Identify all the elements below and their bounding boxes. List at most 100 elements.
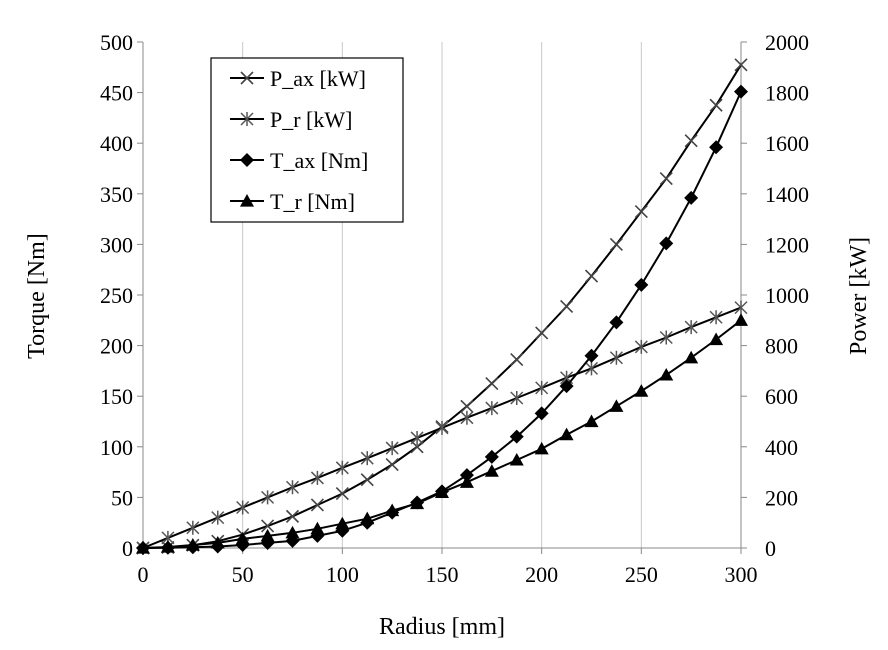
y-right-tick-label: 200 xyxy=(765,485,798,510)
data-point xyxy=(360,511,375,525)
data-point xyxy=(609,315,624,330)
legend-label: P_ax [kW] xyxy=(270,66,366,91)
data-point xyxy=(659,236,674,251)
data-point xyxy=(510,352,524,367)
y-right-tick-label: 1800 xyxy=(765,81,809,106)
data-point xyxy=(709,98,723,112)
data-point xyxy=(535,326,549,340)
x-tick-label: 0 xyxy=(138,562,149,587)
data-point xyxy=(360,473,374,487)
data-point xyxy=(310,521,325,535)
data-point xyxy=(609,399,624,412)
data-point xyxy=(136,541,150,554)
data-point xyxy=(734,300,748,315)
data-point xyxy=(285,509,300,523)
data-point xyxy=(261,519,275,533)
data-point xyxy=(634,204,648,219)
y-left-tick-label: 0 xyxy=(122,536,133,561)
data-point xyxy=(210,535,225,549)
data-point xyxy=(310,498,324,512)
y-left-tick-label: 100 xyxy=(100,435,133,460)
data-point xyxy=(410,496,425,510)
data-point xyxy=(734,58,748,72)
data-point xyxy=(460,399,474,413)
y-left-tick-label: 450 xyxy=(100,81,133,106)
y-left-tick-label: 50 xyxy=(111,485,133,510)
data-point xyxy=(360,451,374,466)
y-left-tick-label: 150 xyxy=(100,384,133,409)
x-tick-label: 300 xyxy=(725,562,758,587)
data-point xyxy=(634,384,649,397)
data-point xyxy=(185,537,200,551)
data-point xyxy=(534,406,549,421)
data-point xyxy=(385,441,399,456)
data-point xyxy=(584,348,599,363)
data-point xyxy=(584,269,599,283)
data-point xyxy=(584,361,599,376)
data-point xyxy=(709,332,724,346)
legend-entry: P_r [kW] xyxy=(230,107,352,132)
data-point xyxy=(559,427,574,441)
y-right-tick-label: 1400 xyxy=(765,182,809,207)
data-point xyxy=(485,401,499,416)
data-point xyxy=(236,500,250,515)
data-point xyxy=(260,528,275,542)
legend-entry: T_r [Nm] xyxy=(230,189,355,214)
data-point xyxy=(485,376,499,391)
data-point xyxy=(659,330,673,345)
legend: P_ax [kW] P_r [kW] T_ax [Nm] T_r [Nm] xyxy=(210,57,404,223)
y-left-tick-label: 350 xyxy=(100,182,133,207)
legend-label: T_ax [Nm] xyxy=(270,148,368,173)
y-right-tick-label: 2000 xyxy=(765,30,809,55)
y-right-tick-label: 1600 xyxy=(765,131,809,156)
data-point xyxy=(609,237,623,251)
legend-entry: P_ax [kW] xyxy=(230,66,366,91)
series-asterisk xyxy=(136,300,748,555)
data-point xyxy=(385,457,399,472)
y-right-tick-label: 800 xyxy=(765,334,798,359)
y-left-tick-label: 250 xyxy=(100,283,133,308)
legend-marker xyxy=(240,71,254,85)
data-point xyxy=(659,367,674,381)
data-point xyxy=(335,460,349,475)
data-point xyxy=(435,485,449,498)
data-point xyxy=(509,429,524,444)
legend-label: P_r [kW] xyxy=(270,107,352,132)
data-point xyxy=(335,487,349,501)
legend-marker xyxy=(240,194,254,207)
data-point xyxy=(285,525,300,539)
data-point xyxy=(560,299,574,313)
data-point xyxy=(559,379,574,394)
data-point xyxy=(684,190,699,205)
data-point xyxy=(484,449,499,464)
series-layer xyxy=(136,58,748,555)
y-axis-left-label: Torque [Nm] xyxy=(24,233,50,359)
data-point xyxy=(410,430,424,445)
series-triangle xyxy=(136,313,748,554)
data-point xyxy=(235,531,250,545)
y-right-tick-label: 1200 xyxy=(765,232,809,257)
data-point xyxy=(460,410,474,425)
data-point xyxy=(734,84,748,99)
y-left-tick-label: 300 xyxy=(100,232,133,257)
data-point xyxy=(510,390,524,405)
legend-label: T_r [Nm] xyxy=(270,189,355,214)
data-point xyxy=(709,310,723,325)
y-left-tick-label: 500 xyxy=(100,30,133,55)
y-right-tick-label: 600 xyxy=(765,384,798,409)
data-point xyxy=(634,339,648,354)
data-point xyxy=(509,452,524,466)
y-axis-right-label: Power [kW] xyxy=(846,237,872,355)
y-left-tick-label: 400 xyxy=(100,131,133,156)
data-point xyxy=(684,134,698,148)
data-point xyxy=(261,490,275,505)
data-point xyxy=(584,414,599,428)
data-point xyxy=(684,320,698,335)
data-point xyxy=(385,503,400,517)
x-tick-label: 100 xyxy=(326,562,359,587)
data-point xyxy=(435,420,449,435)
x-tick-label: 200 xyxy=(525,562,558,587)
x-axis-label: Radius [mm] xyxy=(379,614,505,640)
y-right-tick-label: 400 xyxy=(765,435,798,460)
